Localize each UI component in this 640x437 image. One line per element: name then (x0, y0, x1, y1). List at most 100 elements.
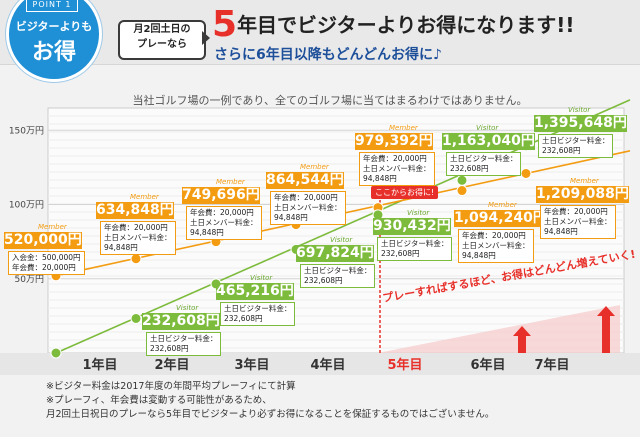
visitor-detail-line: 232,608円 (450, 164, 489, 173)
member-detail-line: 土日メンバー料金： (104, 233, 172, 242)
badge-line2: お得 (31, 40, 76, 65)
member-tag: Member (389, 124, 418, 132)
member-detail-line: 土日メンバー料金： (190, 218, 258, 227)
member-value-label: 979,392円 (355, 133, 433, 150)
member-detail-line: 年会費：20,000円 (544, 207, 608, 216)
visitor-detail-line: 232,608円 (381, 249, 420, 258)
condition-line2: プレーなら (137, 39, 187, 50)
visitor-tag: Visitor (568, 106, 591, 114)
member-detail-line: 94,848円 (104, 243, 138, 252)
member-tag: Member (300, 163, 329, 171)
visitor-detail-line: 232,608円 (150, 344, 189, 353)
member-detail-box: 年会費：20,000円 土日メンバー料金： 94,848円 (186, 206, 262, 240)
visitor-detail-box: 土日ビジター料金： 232,608円 (446, 152, 522, 176)
headline-sub: さらに6年目以降もどんどんお得に♪ (214, 47, 442, 63)
visitor-detail-line: 232,608円 (542, 146, 581, 155)
visitor-detail-line: 土日ビジター料金： (542, 136, 610, 145)
member-point (520, 167, 532, 179)
savings-wedge (378, 305, 620, 353)
member-detail-line: 94,848円 (274, 213, 308, 222)
footnote-1: ※ビジター料金は2017年度の年間平均プレーフィにて計算 (46, 381, 296, 392)
visitor-value-label: 232,608円 (142, 313, 220, 330)
member-detail-box: 年会費：20,000円 土日メンバー料金： 94,848円 (540, 205, 616, 239)
member-detail-line: 94,848円 (190, 228, 224, 237)
x-tick-label: 3年目 (234, 357, 269, 373)
member-detail-line: 年会費：20,000円 (104, 223, 168, 232)
visitor-tag: Visitor (476, 124, 499, 132)
x-tick-label: 2年目 (154, 357, 189, 373)
member-detail-box: 入会金：500,000円 年会費：20,000円 (8, 251, 85, 275)
member-tag: Member (488, 201, 517, 209)
badge-line1: ビジターよりも (15, 20, 93, 33)
member-detail-line: 入会金：500,000円 (12, 253, 81, 262)
member-detail-line: 年会費：20,000円 (462, 231, 526, 240)
member-detail-line: 94,848円 (462, 251, 496, 260)
visitor-point (130, 312, 142, 324)
member-value-label: 1,094,240円 (454, 210, 547, 227)
member-point (130, 253, 142, 265)
member-tag: Member (130, 193, 159, 201)
x-tick-label: 6年目 (470, 357, 505, 373)
headline: 5年目でビジターよりお得になります!! (212, 4, 575, 45)
member-detail-line: 94,848円 (363, 174, 397, 183)
visitor-detail-line: 土日ビジター料金： (450, 154, 518, 163)
visitor-detail-box: 土日ビジター料金： 232,608円 (538, 134, 614, 158)
member-value-label: 634,848円 (96, 202, 174, 219)
x-tick-label: 7年目 (534, 357, 569, 373)
x-tick-label: 1年目 (82, 357, 117, 373)
member-detail-line: 土日メンバー料金： (363, 164, 431, 173)
member-detail-line: 土日メンバー料金： (462, 241, 530, 250)
member-detail-line: 年会費：20,000円 (274, 193, 338, 202)
visitor-detail-line: 土日ビジター料金： (224, 304, 292, 313)
header-band (0, 0, 640, 65)
from-here-label: ここからお得に! (371, 186, 439, 199)
member-detail-line: 年会費：20,000円 (363, 154, 427, 163)
up-arrow-head (513, 326, 531, 336)
member-detail-box: 年会費：20,000円 土日メンバー料金： 94,848円 (270, 191, 346, 225)
member-detail-line: 年会費：20,000円 (190, 208, 254, 217)
visitor-detail-line: 土日ビジター料金： (381, 239, 449, 248)
up-arrow-icon (602, 316, 610, 353)
visitor-tag: Visitor (330, 236, 353, 244)
condition-arrow-icon (202, 31, 210, 45)
headline-text: 年目でビジターよりお得になります!! (237, 13, 575, 37)
member-detail-box: 年会費：20,000円 土日メンバー料金： 94,848円 (458, 229, 534, 263)
visitor-detail-box: 土日ビジター料金： 232,608円 (300, 264, 376, 288)
visitor-detail-box: 土日ビジター料金： 232,608円 (220, 302, 296, 326)
member-value-label: 749,696円 (182, 187, 260, 204)
y-tick-label: 50万円 (15, 274, 44, 285)
point-tag: POINT 1 (26, 0, 78, 12)
visitor-point (456, 174, 468, 186)
member-tag: Member (216, 178, 245, 186)
member-value-label: 864,544円 (266, 172, 344, 189)
visitor-detail-box: 土日ビジター料金： 232,608円 (377, 237, 453, 261)
up-arrow-icon (518, 336, 526, 353)
x-axis-band (0, 353, 640, 375)
visitor-value-label: 1,163,040円 (442, 133, 535, 150)
member-detail-box: 年会費：20,000円 土日メンバー料金： 94,848円 (100, 221, 176, 255)
visitor-value-label: 465,216円 (216, 283, 294, 300)
visitor-tag: Visitor (250, 274, 273, 282)
y-tick-label: 150万円 (9, 125, 44, 136)
visitor-detail-line: 土日ビジター料金： (150, 334, 218, 343)
member-detail-line: 土日メンバー料金： (274, 203, 342, 212)
visitor-tag: Visitor (407, 209, 430, 217)
y-tick-label: 100万円 (9, 200, 44, 211)
footnote-2: ※プレーフィ、年会費は変動する可能性があるため、 (46, 395, 272, 406)
visitor-value-label: 697,824円 (296, 245, 374, 262)
member-detail-line: 年会費：20,000円 (12, 263, 76, 272)
x-tick-label: 4年目 (310, 357, 345, 373)
headline-number: 5 (212, 4, 238, 45)
visitor-tag: Visitor (176, 304, 199, 312)
visitor-detail-box: 土日ビジター料金： 232,608円 (146, 332, 222, 356)
visitor-detail-line: 232,608円 (304, 276, 343, 285)
member-point (456, 185, 468, 197)
up-arrow-head (597, 306, 615, 316)
visitor-value-label: 1,395,648円 (534, 115, 627, 132)
member-value-label: 520,000円 (4, 232, 82, 249)
condition-box: 月2回土日の プレーなら (118, 20, 206, 60)
point-badge (6, 0, 102, 82)
condition-line1: 月2回土日の (133, 24, 191, 35)
member-detail-line: 土日メンバー料金： (544, 217, 612, 226)
member-value-label: 1,209,088円 (536, 186, 629, 203)
